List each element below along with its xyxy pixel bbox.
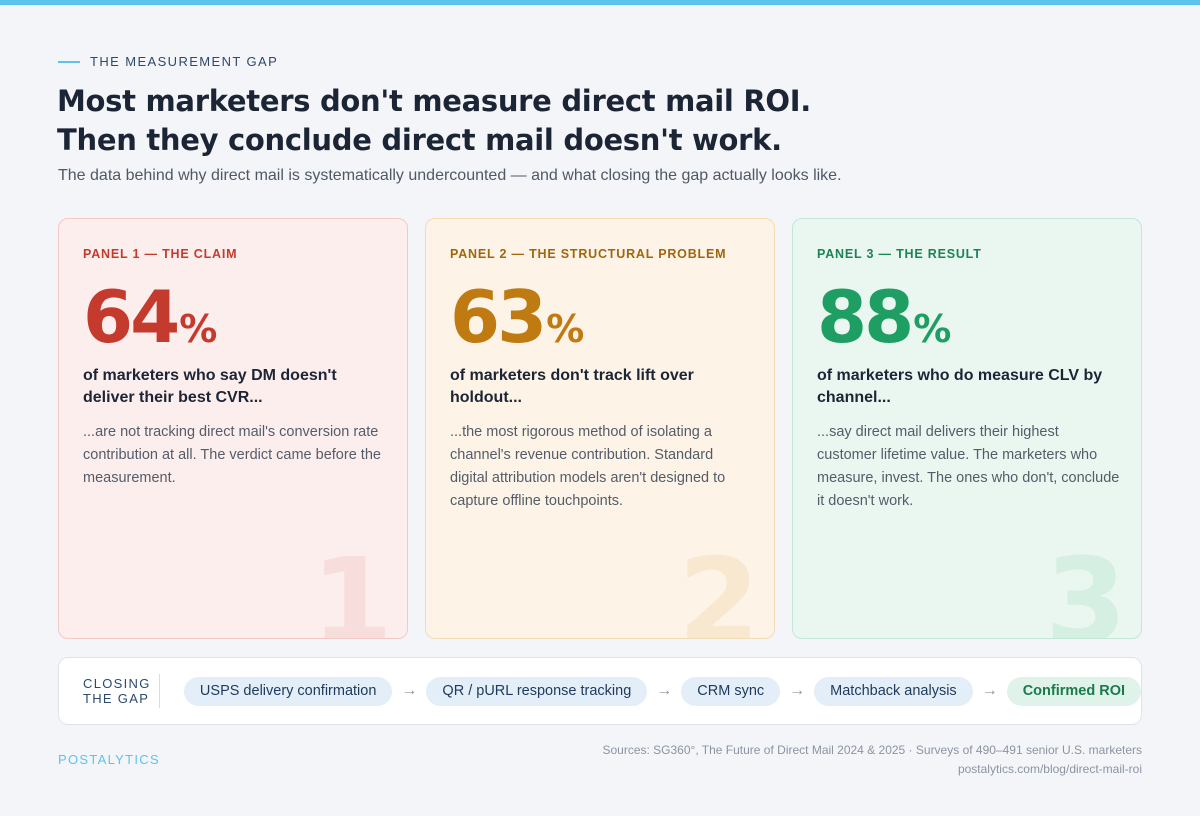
top-accent-bar	[0, 0, 1200, 5]
subheadline: The data behind why direct mail is syste…	[58, 167, 842, 184]
stat-lead: of marketers who say DM doesn't deliver …	[83, 367, 337, 406]
stat-value: 63 %	[450, 281, 750, 353]
closing-label: CLOSING THE GAP	[83, 676, 151, 706]
stat-body: ...the most rigorous method of isolating…	[450, 424, 726, 509]
stat-number: 64	[83, 275, 180, 359]
brand-logo-text: POSTALYTICS	[58, 752, 160, 767]
stat-lead: of marketers who do measure CLV by chann…	[817, 367, 1103, 406]
stat-body: ...are not tracking direct mail's conver…	[83, 424, 381, 486]
stat-lead: of marketers don't track lift over holdo…	[450, 367, 694, 406]
panel-structural-problem: PANEL 2 — THE STRUCTURAL PROBLEM 63 % of…	[425, 218, 775, 639]
stat-unit: %	[179, 307, 218, 351]
step-confirmed-roi: Confirmed ROI	[1006, 676, 1141, 706]
panel-label: PANEL 1 — THE CLAIM	[83, 247, 238, 261]
step-matchback-analysis: Matchback analysis	[814, 676, 973, 706]
arrow-right-icon: →	[401, 682, 418, 699]
headline-line-2: Then they conclude direct mail doesn't w…	[57, 123, 782, 157]
panel-ghost-number: 2	[677, 532, 760, 639]
panel-the-result: PANEL 3 — THE RESULT 88 % of marketers w…	[792, 218, 1142, 639]
stat-unit: %	[546, 307, 585, 351]
eyebrow-line	[58, 60, 80, 63]
stat-body: ...say direct mail delivers their highes…	[817, 424, 1120, 509]
step-qr-purl-tracking: QR / pURL response tracking	[426, 676, 648, 706]
panel-label: PANEL 3 — THE RESULT	[817, 247, 982, 261]
panel-ghost-number: 1	[310, 532, 393, 639]
panel-ghost-number: 3	[1044, 532, 1127, 639]
sources-url: postalytics.com/blog/direct-mail-roi	[957, 762, 1142, 776]
process-steps: USPS delivery confirmation → QR / pURL r…	[183, 676, 1141, 706]
arrow-right-icon: →	[981, 682, 998, 699]
sources: Sources: SG360°, The Future of Direct Ma…	[602, 741, 1142, 779]
step-usps-delivery-confirmation: USPS delivery confirmation	[183, 676, 393, 706]
stat-number: 63	[450, 275, 547, 359]
sources-citation: Sources: SG360°, The Future of Direct Ma…	[602, 743, 1142, 757]
step-crm-sync: CRM sync	[681, 676, 781, 706]
arrow-right-icon: →	[789, 682, 806, 699]
stat-unit: %	[913, 307, 952, 351]
closing-the-gap-bar: CLOSING THE GAP USPS delivery confirmati…	[58, 657, 1142, 725]
stat-number: 88	[817, 275, 914, 359]
stat-value: 88 %	[817, 281, 1117, 353]
eyebrow-text: THE MEASUREMENT GAP	[90, 54, 279, 69]
arrow-right-icon: →	[656, 682, 673, 699]
headline-line-1: Most marketers don't measure direct mail…	[57, 84, 811, 118]
eyebrow: THE MEASUREMENT GAP	[58, 54, 278, 69]
headline: Most marketers don't measure direct mail…	[57, 82, 1057, 160]
stat-value: 64 %	[83, 281, 383, 353]
panel-the-claim: PANEL 1 — THE CLAIM 64 % of marketers wh…	[58, 218, 408, 639]
panel-label: PANEL 2 — THE STRUCTURAL PROBLEM	[450, 247, 727, 261]
